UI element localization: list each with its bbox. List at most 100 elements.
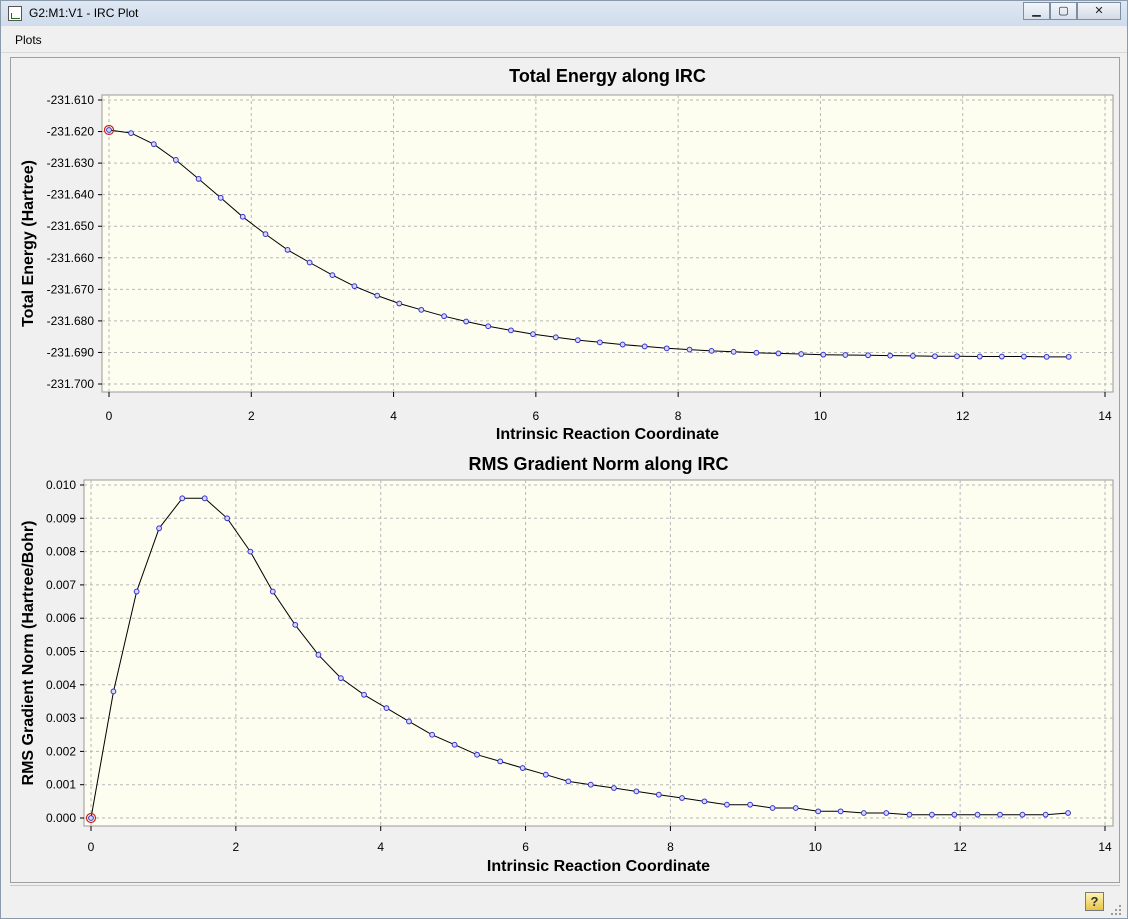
data-point bbox=[837, 808, 844, 815]
data-point bbox=[463, 318, 470, 325]
data-point bbox=[932, 353, 938, 360]
data-point bbox=[998, 353, 1005, 360]
data-point bbox=[1042, 811, 1049, 818]
data-point bbox=[815, 808, 822, 815]
data-point bbox=[383, 705, 390, 712]
x-tick-label: 12 bbox=[956, 409, 970, 423]
y-tick-label: 0.004 bbox=[46, 678, 76, 692]
data-point bbox=[1019, 811, 1026, 818]
data-point bbox=[217, 194, 224, 201]
y-axis-label: RMS Gradient Norm (Hartree/Bohr) bbox=[20, 521, 37, 786]
y-axis-label: Total Energy (Hartree) bbox=[20, 160, 37, 327]
x-tick-label: 2 bbox=[248, 409, 255, 423]
window-title: G2:M1:V1 - IRC Plot bbox=[29, 6, 139, 20]
data-point bbox=[508, 327, 514, 334]
data-point bbox=[887, 352, 894, 359]
data-point bbox=[374, 292, 381, 299]
x-tick-label: 0 bbox=[106, 409, 113, 423]
data-point bbox=[497, 758, 504, 765]
data-point bbox=[769, 805, 776, 811]
x-tick-label: 0 bbox=[88, 840, 95, 854]
y-tick-label: 0.000 bbox=[46, 811, 76, 825]
status-bar bbox=[10, 885, 1120, 916]
data-point bbox=[701, 798, 708, 805]
data-point bbox=[708, 347, 715, 354]
y-tick-label: 0.005 bbox=[46, 645, 76, 659]
data-point bbox=[596, 339, 603, 346]
y-tick-label: -231.620 bbox=[47, 125, 95, 139]
data-point bbox=[730, 348, 737, 355]
data-point bbox=[1043, 353, 1050, 360]
plot-window-icon bbox=[8, 6, 22, 21]
data-point bbox=[686, 346, 693, 353]
menu-plots[interactable]: Plots bbox=[15, 33, 42, 47]
data-point bbox=[552, 334, 559, 341]
y-tick-label: -231.700 bbox=[47, 377, 95, 391]
help-icon[interactable]: ? bbox=[1085, 892, 1104, 911]
minimize-button[interactable]: ▁ bbox=[1023, 2, 1050, 20]
x-tick-label: 10 bbox=[814, 409, 828, 423]
data-point bbox=[351, 283, 358, 290]
close-button[interactable]: ✕ bbox=[1077, 2, 1121, 20]
data-point bbox=[928, 811, 935, 818]
chart-title: Total Energy along IRC bbox=[509, 66, 706, 86]
data-point bbox=[156, 525, 162, 532]
x-tick-label: 10 bbox=[809, 840, 823, 854]
series-line bbox=[90, 497, 1069, 819]
x-tick-label: 12 bbox=[953, 840, 967, 854]
data-point bbox=[976, 353, 983, 360]
data-point bbox=[910, 353, 916, 359]
menu-bar: Plots bbox=[1, 26, 1127, 53]
title-bar[interactable]: G2:M1:V1 - IRC Plot ▁ ▢ ✕ bbox=[1, 1, 1127, 26]
data-point bbox=[406, 718, 412, 725]
x-axis-label: Intrinsic Reaction Coordinate bbox=[496, 426, 719, 443]
data-point bbox=[1020, 353, 1027, 360]
data-point bbox=[110, 688, 117, 695]
data-point bbox=[865, 352, 871, 359]
x-tick-label: 6 bbox=[522, 840, 529, 854]
y-tick-label: 0.008 bbox=[46, 545, 76, 559]
x-tick-label: 6 bbox=[533, 409, 540, 423]
data-point bbox=[565, 778, 572, 785]
data-point bbox=[485, 323, 492, 330]
y-tick-label: -231.660 bbox=[47, 251, 95, 265]
x-tick-label: 4 bbox=[390, 409, 397, 423]
x-axis-label: Intrinsic Reaction Coordinate bbox=[487, 858, 710, 875]
data-point bbox=[974, 811, 981, 818]
maximize-button[interactable]: ▢ bbox=[1050, 2, 1077, 20]
x-tick-label: 4 bbox=[377, 840, 384, 854]
data-point bbox=[201, 495, 208, 502]
data-point bbox=[792, 805, 799, 811]
data-point bbox=[441, 313, 447, 320]
y-tick-label: 0.002 bbox=[46, 744, 76, 758]
data-point bbox=[860, 810, 867, 816]
data-point bbox=[530, 331, 536, 338]
data-point bbox=[239, 213, 246, 220]
data-point bbox=[306, 259, 313, 266]
y-tick-label: -231.650 bbox=[47, 219, 95, 233]
data-point bbox=[195, 175, 202, 182]
x-tick-label: 8 bbox=[675, 409, 682, 423]
data-point bbox=[429, 731, 436, 738]
data-point bbox=[542, 771, 549, 778]
data-point bbox=[663, 345, 670, 352]
x-tick-label: 2 bbox=[233, 840, 240, 854]
chart-1: 0 2 4 6 8 10 12 14 -231.610 -231.620 -231.630 -231.… bbox=[20, 66, 1114, 443]
data-point bbox=[179, 495, 186, 502]
data-point bbox=[262, 231, 269, 238]
data-point bbox=[798, 351, 805, 357]
data-point bbox=[679, 795, 685, 801]
y-tick-label: 0.006 bbox=[46, 611, 76, 625]
data-point bbox=[361, 691, 367, 698]
y-tick-label: -231.640 bbox=[47, 188, 95, 202]
series-line bbox=[108, 129, 1069, 358]
y-tick-label: -231.680 bbox=[47, 314, 95, 328]
resize-grip-icon[interactable] bbox=[1109, 903, 1123, 917]
data-point bbox=[775, 350, 782, 357]
data-point bbox=[418, 306, 425, 313]
data-point bbox=[247, 548, 254, 555]
y-tick-label: 0.003 bbox=[46, 711, 76, 725]
data-point bbox=[150, 141, 157, 148]
data-point bbox=[951, 811, 958, 818]
data-point bbox=[292, 621, 299, 628]
